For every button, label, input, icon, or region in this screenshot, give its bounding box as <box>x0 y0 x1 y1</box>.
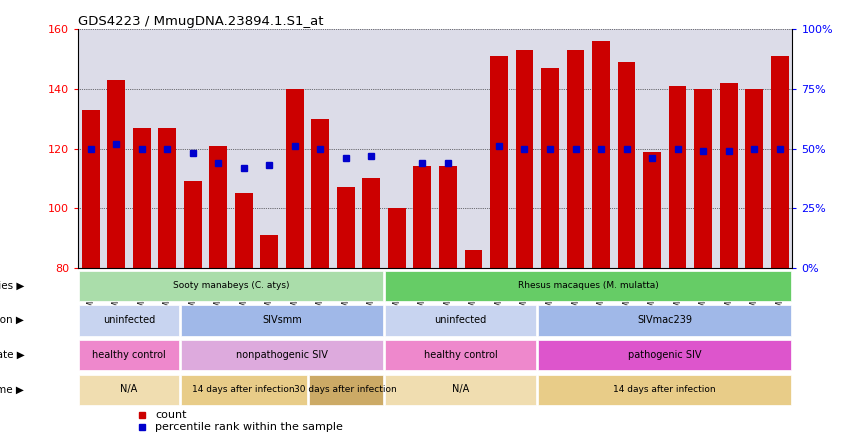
Text: time ▶: time ▶ <box>0 385 24 394</box>
Text: uninfected: uninfected <box>103 315 155 325</box>
FancyBboxPatch shape <box>539 305 792 336</box>
Bar <box>184 182 202 268</box>
Text: SIVsmm: SIVsmm <box>262 315 302 325</box>
FancyBboxPatch shape <box>181 375 307 405</box>
FancyBboxPatch shape <box>79 271 383 301</box>
Bar <box>132 127 151 268</box>
FancyBboxPatch shape <box>181 340 383 370</box>
Bar <box>337 187 355 268</box>
FancyBboxPatch shape <box>79 340 179 370</box>
Text: healthy control: healthy control <box>92 350 166 360</box>
Bar <box>158 127 176 268</box>
Text: disease state ▶: disease state ▶ <box>0 350 24 360</box>
Text: nonpathogenic SIV: nonpathogenic SIV <box>236 350 328 360</box>
Text: uninfected: uninfected <box>435 315 487 325</box>
Bar <box>363 178 380 268</box>
Text: count: count <box>155 410 186 420</box>
Bar <box>771 56 789 268</box>
Text: 14 days after infection: 14 days after infection <box>192 385 295 394</box>
Bar <box>286 89 304 268</box>
Text: N/A: N/A <box>120 385 138 394</box>
FancyBboxPatch shape <box>181 305 383 336</box>
FancyBboxPatch shape <box>385 340 536 370</box>
Bar <box>745 89 763 268</box>
Bar <box>107 80 126 268</box>
Bar <box>388 208 406 268</box>
FancyBboxPatch shape <box>539 340 792 370</box>
Bar <box>210 146 227 268</box>
FancyBboxPatch shape <box>385 375 536 405</box>
FancyBboxPatch shape <box>385 305 536 336</box>
Text: GDS4223 / MmugDNA.23894.1.S1_at: GDS4223 / MmugDNA.23894.1.S1_at <box>78 15 323 28</box>
Bar <box>312 119 329 268</box>
FancyBboxPatch shape <box>385 271 792 301</box>
Text: 14 days after infection: 14 days after infection <box>613 385 716 394</box>
Text: SIVmac239: SIVmac239 <box>637 315 692 325</box>
Bar <box>235 194 253 268</box>
Text: species ▶: species ▶ <box>0 281 24 290</box>
Bar <box>566 50 585 268</box>
Bar <box>81 110 100 268</box>
Bar <box>439 166 457 268</box>
Bar <box>592 41 610 268</box>
Bar <box>720 83 738 268</box>
FancyBboxPatch shape <box>79 305 179 336</box>
Text: infection ▶: infection ▶ <box>0 315 24 325</box>
FancyBboxPatch shape <box>79 375 179 405</box>
Bar <box>695 89 712 268</box>
Text: pathogenic SIV: pathogenic SIV <box>628 350 701 360</box>
Text: 30 days after infection: 30 days after infection <box>294 385 397 394</box>
Bar <box>490 56 507 268</box>
FancyBboxPatch shape <box>539 375 792 405</box>
Text: percentile rank within the sample: percentile rank within the sample <box>155 422 343 432</box>
Bar <box>669 86 687 268</box>
Text: Sooty manabeys (C. atys): Sooty manabeys (C. atys) <box>173 281 289 290</box>
Bar <box>617 62 636 268</box>
Text: Rhesus macaques (M. mulatta): Rhesus macaques (M. mulatta) <box>518 281 659 290</box>
Bar <box>261 235 278 268</box>
Bar <box>541 68 559 268</box>
FancyBboxPatch shape <box>308 375 383 405</box>
Bar <box>515 50 533 268</box>
Bar <box>643 151 661 268</box>
Text: healthy control: healthy control <box>423 350 498 360</box>
Bar <box>464 250 482 268</box>
Bar <box>413 166 431 268</box>
Text: N/A: N/A <box>452 385 469 394</box>
